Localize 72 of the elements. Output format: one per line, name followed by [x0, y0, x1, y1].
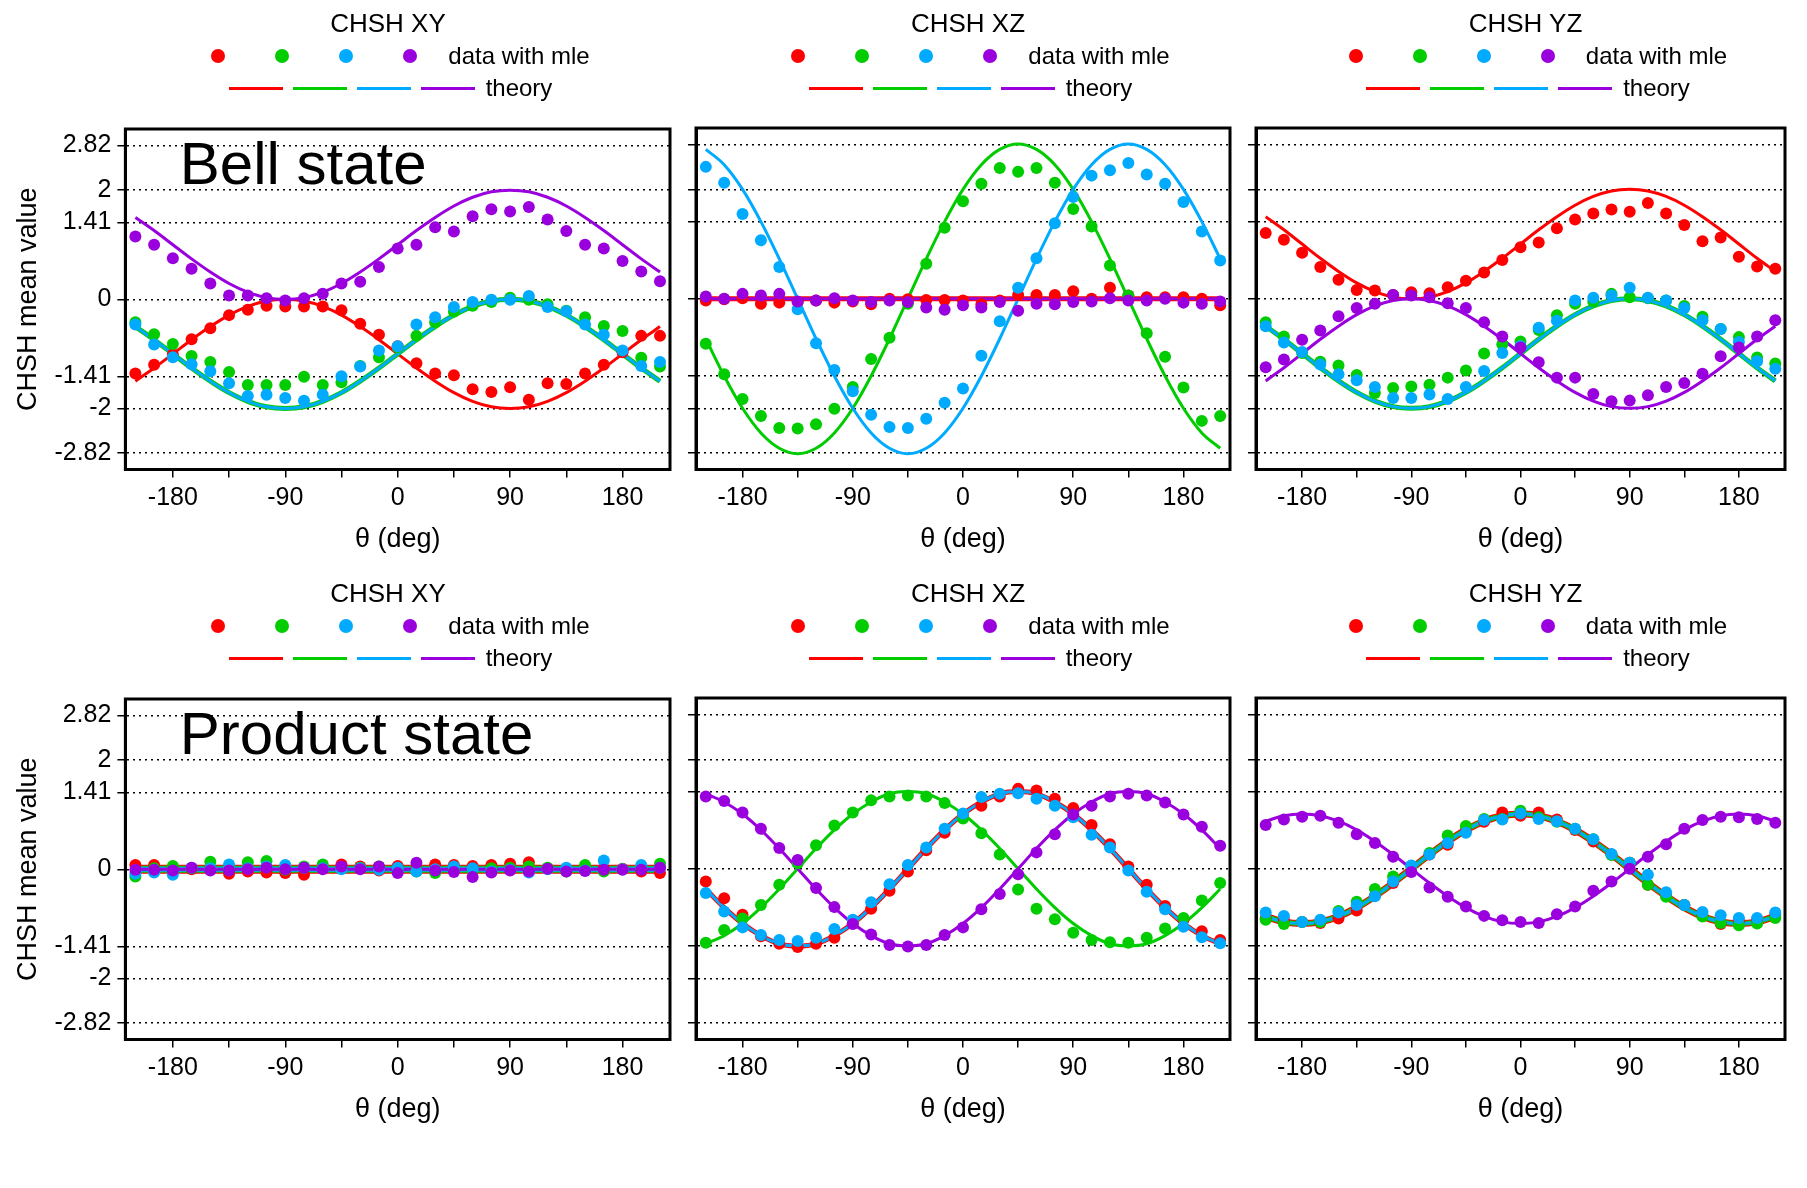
x-tick-label: 180 — [1162, 1052, 1205, 1081]
annotation: Product state — [179, 699, 534, 767]
y-tick-label: -2 — [89, 392, 112, 421]
x-tick-label: -90 — [1393, 482, 1430, 511]
chart-title: CHSH YZ — [1467, 578, 1584, 610]
chart-title: CHSH XZ — [909, 8, 1027, 40]
legend-label: data with mle — [1028, 42, 1170, 70]
y-axis-title: CHSH mean value — [11, 187, 42, 412]
x-tick-label: 0 — [1513, 482, 1528, 511]
y-tick-label: -2.82 — [54, 1007, 112, 1036]
x-tick-label: 180 — [601, 482, 644, 511]
y-tick-label: 0 — [97, 853, 112, 882]
x-tick-label: -90 — [267, 1052, 304, 1081]
x-tick-label: -180 — [147, 482, 198, 511]
y-tick-label: 2.82 — [62, 129, 112, 158]
x-tick-label: 180 — [1718, 482, 1760, 511]
x-tick-label: 0 — [956, 482, 970, 511]
x-tick-label: 90 — [496, 482, 525, 511]
legend-label: data with mle — [1585, 612, 1728, 640]
x-tick-label: 0 — [1513, 1052, 1528, 1081]
legend-label: theory — [1623, 644, 1690, 672]
y-tick-label: -1.41 — [54, 360, 112, 389]
x-tick-label: -90 — [1393, 1052, 1430, 1081]
y-tick-label: -1.41 — [54, 930, 112, 959]
x-tick-label: -90 — [834, 1052, 871, 1081]
x-tick-label: 90 — [496, 1052, 525, 1081]
legend-label: data with mle — [1028, 612, 1170, 640]
x-tick-label: 90 — [1615, 1052, 1644, 1081]
chart-title: CHSH XY — [329, 8, 447, 40]
y-tick-label: 2 — [97, 174, 112, 203]
legend-label: data with mle — [448, 612, 590, 640]
x-tick-label: -90 — [834, 482, 871, 511]
x-axis-title: θ (deg) — [354, 523, 441, 554]
x-tick-label: -180 — [147, 1052, 198, 1081]
x-tick-label: 90 — [1059, 482, 1088, 511]
x-tick-label: 90 — [1059, 1052, 1088, 1081]
legend-label: theory — [485, 644, 553, 672]
y-tick-label: -2 — [89, 962, 112, 991]
x-axis-title: θ (deg) — [920, 1093, 1006, 1124]
legend-label: theory — [1065, 644, 1133, 672]
x-tick-label: 180 — [1718, 1052, 1760, 1081]
annotation: Bell state — [179, 129, 427, 197]
x-axis-title: θ (deg) — [1477, 523, 1564, 554]
x-tick-label: 0 — [390, 482, 405, 511]
y-tick-label: 2.82 — [62, 699, 112, 728]
x-tick-label: 180 — [601, 1052, 644, 1081]
chart-title: CHSH XY — [329, 578, 447, 610]
x-axis-title: θ (deg) — [354, 1093, 441, 1124]
x-tick-label: -180 — [717, 1052, 768, 1081]
x-tick-label: -180 — [1277, 1052, 1328, 1081]
x-tick-label: 0 — [956, 1052, 970, 1081]
x-axis-title: θ (deg) — [1477, 1093, 1564, 1124]
legend-label: theory — [1065, 74, 1133, 102]
y-tick-label: -2.82 — [54, 437, 112, 466]
y-axis-title: CHSH mean value — [11, 757, 42, 982]
x-tick-label: 180 — [1162, 482, 1205, 511]
legend-label: theory — [485, 74, 553, 102]
y-tick-label: 0 — [97, 283, 112, 312]
chart-title: CHSH XZ — [909, 578, 1027, 610]
chart-title: CHSH YZ — [1467, 8, 1584, 40]
x-tick-label: -180 — [1277, 482, 1328, 511]
legend-label: data with mle — [448, 42, 590, 70]
legend-label: data with mle — [1585, 42, 1728, 70]
x-tick-label: -180 — [717, 482, 768, 511]
x-axis-title: θ (deg) — [920, 523, 1006, 554]
y-tick-label: 2 — [97, 744, 112, 773]
x-tick-label: 0 — [390, 1052, 405, 1081]
x-tick-label: 90 — [1615, 482, 1644, 511]
legend-label: theory — [1623, 74, 1690, 102]
x-tick-label: -90 — [267, 482, 304, 511]
y-tick-label: 1.41 — [62, 776, 112, 805]
y-tick-label: 1.41 — [62, 206, 112, 235]
